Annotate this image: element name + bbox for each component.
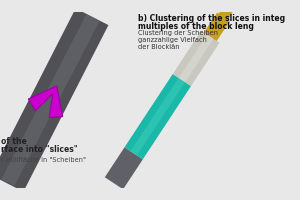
Polygon shape: [179, 35, 214, 82]
Text: r Hüllfläche in "Scheiben": r Hüllfläche in "Scheiben": [1, 157, 86, 163]
Text: der Blocklän: der Blocklän: [139, 44, 180, 50]
Text: b) Clustering of the slices in integ: b) Clustering of the slices in integ: [139, 14, 286, 23]
Text: rface into "slices": rface into "slices": [1, 145, 78, 154]
Polygon shape: [0, 8, 108, 192]
Text: ganzzahlige Vielfach: ganzzahlige Vielfach: [139, 37, 207, 43]
Polygon shape: [105, 147, 143, 189]
Polygon shape: [206, 7, 232, 40]
Polygon shape: [204, 13, 230, 41]
Polygon shape: [1, 14, 100, 186]
Polygon shape: [124, 74, 191, 159]
Text: multiples of the block leng: multiples of the block leng: [139, 22, 254, 31]
Polygon shape: [130, 78, 185, 155]
Polygon shape: [173, 31, 220, 86]
Text: Clustering der Scheiben: Clustering der Scheiben: [139, 30, 218, 36]
Polygon shape: [28, 86, 63, 118]
Text: of the: of the: [1, 137, 27, 146]
